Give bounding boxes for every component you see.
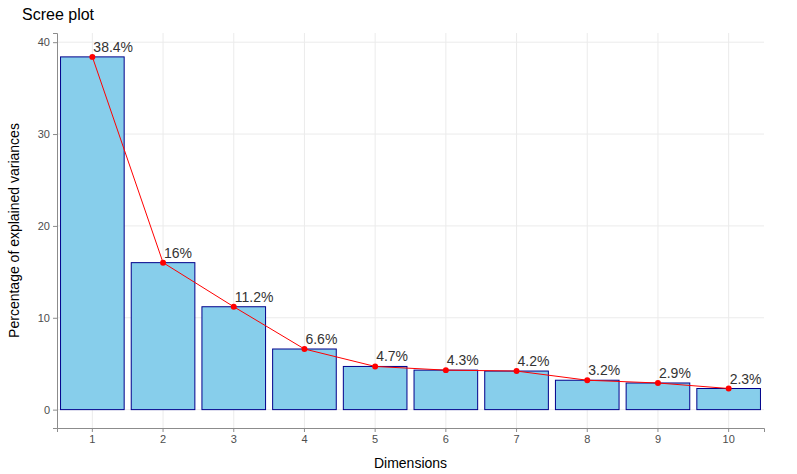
data-label: 4.2% bbox=[518, 353, 550, 369]
y-tick-mark bbox=[53, 226, 57, 227]
y-tick-label: 40 bbox=[38, 36, 50, 48]
x-tick: 2 bbox=[160, 428, 166, 445]
data-label: 38.4% bbox=[93, 39, 133, 55]
x-tick: 1 bbox=[89, 428, 95, 445]
bar bbox=[61, 57, 125, 410]
x-axis-line bbox=[58, 429, 765, 433]
x-tick-mark bbox=[516, 428, 517, 432]
marks bbox=[61, 54, 761, 410]
y-axis-line bbox=[53, 34, 58, 429]
data-label: 6.6% bbox=[305, 331, 337, 347]
data-label: 2.3% bbox=[730, 371, 762, 387]
bar bbox=[202, 307, 266, 410]
x-tick-mark bbox=[163, 428, 164, 432]
chart: 38.4% 16% 11.2% 6.6% 4.7% 4.3% 4.2% 3.2% 2.9% 2.3… bbox=[0, 0, 797, 474]
bar bbox=[485, 371, 549, 410]
bar bbox=[343, 366, 407, 409]
x-tick: 9 bbox=[655, 428, 661, 445]
x-tick: 3 bbox=[231, 428, 237, 445]
y-tick-label: 20 bbox=[38, 220, 50, 232]
y-tick: 0 bbox=[44, 404, 57, 416]
x-tick-mark bbox=[587, 428, 588, 432]
x-tick-label: 6 bbox=[443, 433, 449, 445]
x-tick: 8 bbox=[584, 428, 590, 445]
x-tick-mark bbox=[233, 428, 234, 432]
x-tick: 7 bbox=[513, 428, 519, 445]
x-tick: 6 bbox=[443, 428, 449, 445]
data-label: 4.3% bbox=[447, 352, 479, 368]
x-tick-mark bbox=[445, 428, 446, 432]
data-label: 3.2% bbox=[588, 362, 620, 378]
line bbox=[92, 57, 728, 389]
grid-line-x bbox=[728, 33, 729, 428]
x-tick-label: 9 bbox=[655, 433, 661, 445]
x-tick-label: 4 bbox=[301, 433, 307, 445]
x-axis-title: Dimensions bbox=[374, 455, 447, 471]
y-tick-mark bbox=[53, 134, 57, 135]
x-tick-label: 7 bbox=[513, 433, 519, 445]
data-label: 2.9% bbox=[659, 365, 691, 381]
y-tick: 20 bbox=[38, 220, 57, 232]
x-tick-label: 1 bbox=[89, 433, 95, 445]
y-tick-mark bbox=[53, 410, 57, 411]
bar bbox=[555, 380, 619, 409]
y-tick-label: 0 bbox=[44, 404, 50, 416]
x-tick-mark bbox=[657, 428, 658, 432]
y-tick-mark bbox=[53, 42, 57, 43]
bar bbox=[414, 370, 478, 410]
x-tick-mark bbox=[375, 428, 376, 432]
x-tick: 4 bbox=[301, 428, 307, 445]
y-tick-mark bbox=[53, 318, 57, 319]
y-tick: 10 bbox=[38, 312, 57, 324]
y-tick: 30 bbox=[38, 128, 57, 140]
y-tick-label: 30 bbox=[38, 128, 50, 140]
bar bbox=[131, 263, 195, 410]
x-tick-label: 3 bbox=[231, 433, 237, 445]
grid bbox=[57, 33, 764, 428]
x-tick-label: 10 bbox=[723, 433, 735, 445]
data-label: 11.2% bbox=[235, 289, 274, 305]
x-tick-mark bbox=[92, 428, 93, 432]
y-axis: 0 10 20 30 40 bbox=[38, 34, 58, 429]
x-tick: 10 bbox=[723, 428, 735, 445]
bar bbox=[626, 383, 690, 410]
data-label: 4.7% bbox=[376, 348, 408, 364]
y-axis-title: Percentage of explained variances bbox=[6, 123, 22, 338]
bar bbox=[697, 389, 761, 410]
data-labels: 38.4% 16% 11.2% 6.6% 4.7% 4.3% 4.2% 3.2% 2.9% 2.3… bbox=[93, 39, 761, 387]
title: Scree plot bbox=[22, 6, 95, 23]
data-label: 16% bbox=[164, 245, 192, 261]
y-tick-label: 10 bbox=[38, 312, 50, 324]
x-tick-label: 5 bbox=[372, 433, 378, 445]
x-tick-mark bbox=[304, 428, 305, 432]
x-tick-label: 2 bbox=[160, 433, 166, 445]
x-tick-label: 8 bbox=[584, 433, 590, 445]
x-tick-mark bbox=[728, 428, 729, 432]
x-axis: 1 2 3 4 5 6 7 8 9 10 bbox=[58, 428, 765, 445]
bar bbox=[273, 349, 337, 410]
x-tick: 5 bbox=[372, 428, 378, 445]
y-tick: 40 bbox=[38, 36, 57, 48]
